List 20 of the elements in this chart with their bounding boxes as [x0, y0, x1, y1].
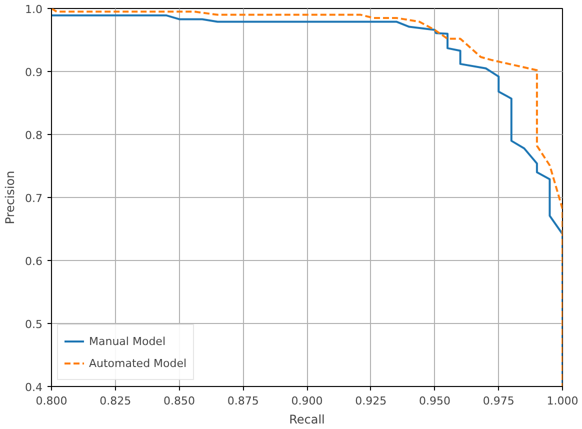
x-axis-title: Recall: [289, 412, 325, 426]
y-tick-label: 0.5: [25, 318, 43, 331]
y-tick-label: 0.7: [25, 192, 43, 205]
x-tick-label: 0.875: [227, 394, 259, 408]
x-tick-label: 0.825: [100, 394, 132, 408]
y-axis-title: Precision: [3, 170, 18, 224]
legend-label: Manual Model: [89, 334, 166, 348]
y-tick-label: 0.9: [25, 66, 43, 79]
y-tick-label: 1.0: [25, 3, 43, 16]
x-tick-label: 0.800: [36, 394, 68, 408]
y-tick-label: 0.4: [25, 381, 43, 394]
x-tick-label: 0.975: [482, 394, 514, 408]
x-tick-label: 0.850: [164, 394, 196, 408]
x-tick-label: 1.000: [546, 394, 578, 408]
y-tick-label: 0.8: [25, 129, 43, 142]
x-tick-label: 0.925: [355, 394, 387, 408]
legend-label: Automated Model: [89, 356, 187, 370]
x-tick-label: 0.900: [291, 394, 323, 408]
y-tick-label: 0.6: [25, 255, 43, 268]
x-tick-label: 0.950: [419, 394, 451, 408]
